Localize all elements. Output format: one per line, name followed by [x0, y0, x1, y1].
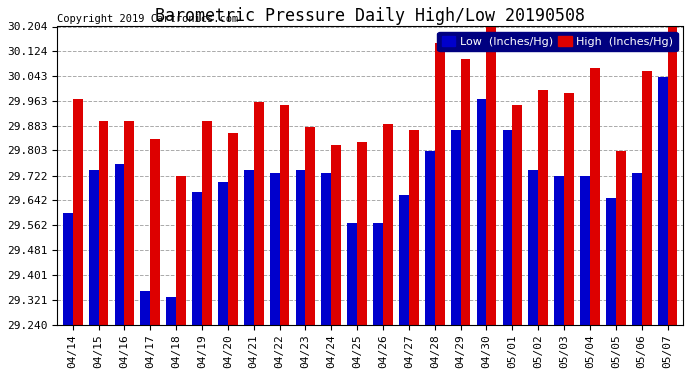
- Bar: [166, 297, 176, 325]
- Bar: [347, 222, 357, 325]
- Title: Barometric Pressure Daily High/Low 20190508: Barometric Pressure Daily High/Low 20190…: [155, 7, 585, 25]
- Bar: [461, 58, 471, 325]
- Bar: [667, 25, 678, 325]
- Bar: [642, 71, 651, 325]
- Bar: [606, 198, 615, 325]
- Bar: [254, 102, 264, 325]
- Bar: [295, 170, 306, 325]
- Bar: [72, 99, 83, 325]
- Bar: [115, 164, 124, 325]
- Bar: [202, 120, 212, 325]
- Bar: [486, 25, 496, 325]
- Bar: [63, 213, 72, 325]
- Bar: [451, 130, 461, 325]
- Bar: [89, 170, 99, 325]
- Bar: [425, 152, 435, 325]
- Legend: Low  (Inches/Hg), High  (Inches/Hg): Low (Inches/Hg), High (Inches/Hg): [437, 32, 678, 51]
- Bar: [580, 176, 590, 325]
- Bar: [141, 291, 150, 325]
- Bar: [399, 195, 409, 325]
- Bar: [538, 90, 548, 325]
- Bar: [502, 130, 513, 325]
- Bar: [564, 93, 574, 325]
- Bar: [554, 176, 564, 325]
- Bar: [99, 120, 108, 325]
- Bar: [513, 105, 522, 325]
- Bar: [477, 99, 486, 325]
- Bar: [218, 182, 228, 325]
- Bar: [244, 170, 254, 325]
- Bar: [615, 152, 626, 325]
- Bar: [150, 139, 160, 325]
- Bar: [279, 105, 289, 325]
- Bar: [632, 173, 642, 325]
- Text: Copyright 2019 Cartronics.com: Copyright 2019 Cartronics.com: [57, 13, 239, 24]
- Bar: [357, 142, 367, 325]
- Bar: [373, 222, 383, 325]
- Bar: [529, 170, 538, 325]
- Bar: [590, 68, 600, 325]
- Bar: [176, 176, 186, 325]
- Bar: [383, 124, 393, 325]
- Bar: [409, 130, 419, 325]
- Bar: [228, 133, 237, 325]
- Bar: [270, 173, 279, 325]
- Bar: [306, 127, 315, 325]
- Bar: [124, 120, 135, 325]
- Bar: [331, 145, 341, 325]
- Bar: [193, 192, 202, 325]
- Bar: [322, 173, 331, 325]
- Bar: [658, 77, 667, 325]
- Bar: [435, 43, 444, 325]
